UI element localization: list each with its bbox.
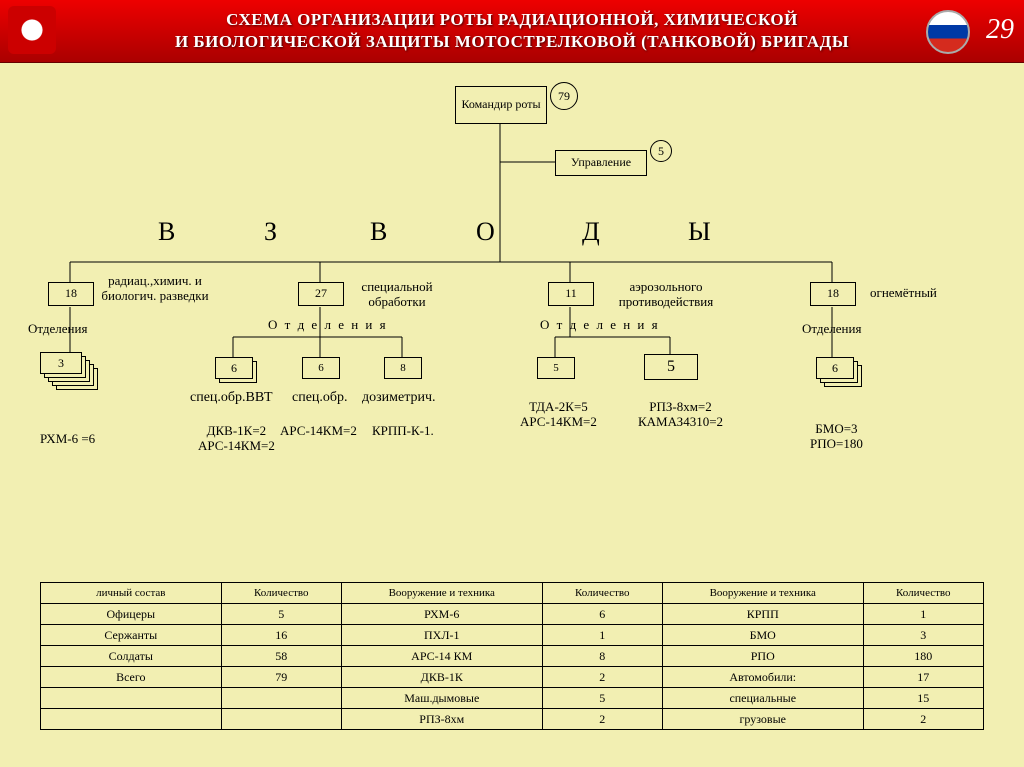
platoon2-desc: специальной обработки	[352, 280, 442, 310]
platoon4-sub: Отделения	[802, 322, 861, 337]
p3-squad2: 5	[644, 354, 698, 380]
table-row: Офицеры5РХМ-66КРПП1	[41, 604, 984, 625]
p3-squad1: 5	[537, 357, 575, 379]
platoon2-sub: О т д е л е н и я	[268, 318, 388, 333]
platoon3-num: 11	[548, 282, 594, 306]
platoon1-sub: Отделения	[28, 322, 87, 337]
p2-s3-lbl: дозиметрич.	[362, 390, 436, 406]
letter: Ы	[688, 217, 711, 247]
table-row: Всего79ДКВ-1К2Автомобили:17	[41, 667, 984, 688]
p2-s3-eq: КРПП-К-1.	[372, 424, 434, 439]
platoon1-desc: радиац.,химич. и биологич. разведки	[100, 274, 210, 304]
title-l1: СХЕМА ОРГАНИЗАЦИИ РОТЫ РАДИАЦИОННОЙ, ХИМ…	[226, 10, 798, 29]
p3-s2-eq: РПЗ-8хм=2 КАМАЗ4310=2	[638, 400, 723, 430]
platoon3-desc: аэрозольного противодействия	[606, 280, 726, 310]
letter: З	[264, 217, 277, 247]
letter: В	[158, 217, 175, 247]
table-row: Сержанты16ПХЛ-11БМО3	[41, 625, 984, 646]
p2-s1-eq: ДКВ-1К=2 АРС-14КМ=2	[198, 424, 275, 454]
letter: О	[476, 217, 495, 247]
title-l2: И БИОЛОГИЧЕСКОЙ ЗАЩИТЫ МОТОСТРЕЛКОВОЙ (Т…	[175, 32, 849, 51]
letter: Д	[582, 217, 600, 247]
page-title: СХЕМА ОРГАНИЗАЦИИ РОТЫ РАДИАЦИОННОЙ, ХИМ…	[175, 9, 849, 53]
p2-squad2: 6	[302, 357, 340, 379]
letter: В	[370, 217, 387, 247]
platoon2-num: 27	[298, 282, 344, 306]
p2-s2-eq: АРС-14КМ=2	[280, 424, 357, 439]
table-row: Солдаты58АРС-14 КМ8РПО180	[41, 646, 984, 667]
commander-box: Командир роты	[455, 86, 547, 124]
commander-count: 79	[550, 82, 578, 110]
table-header-row: личный состав Количество Вооружение и те…	[41, 583, 984, 604]
header-bar: СХЕМА ОРГАНИЗАЦИИ РОТЫ РАДИАЦИОННОЙ, ХИМ…	[0, 0, 1024, 63]
management-count: 5	[650, 140, 672, 162]
p2-squad3: 8	[384, 357, 422, 379]
p2-s1-lbl: спец.обр.ВВТ	[190, 390, 273, 406]
platoon1-equip: РХМ-6 =6	[40, 432, 95, 447]
platoon1-num: 18	[48, 282, 94, 306]
flag-icon	[926, 10, 970, 54]
personnel-table: личный состав Количество Вооружение и те…	[40, 582, 984, 730]
table-row: Маш.дымовые5специальные15	[41, 688, 984, 709]
management-box: Управление	[555, 150, 647, 176]
platoon4-equip: БМО=3 РПО=180	[810, 422, 863, 452]
platoon4-num: 18	[810, 282, 856, 306]
p2-s2-lbl: спец.обр.	[292, 390, 348, 406]
table-row: РПЗ-8хм2грузовые2	[41, 709, 984, 730]
p3-s1-eq: ТДА-2К=5 АРС-14КМ=2	[520, 400, 597, 430]
platoon4-desc: огнемётный	[870, 286, 937, 301]
slide-number: 29	[986, 14, 1014, 46]
platoon3-sub: О т д е л е н и я	[540, 318, 660, 333]
emblem-icon	[8, 6, 56, 54]
diagram-canvas: Командир роты 79 Управление 5 В З В О Д …	[0, 62, 1024, 767]
